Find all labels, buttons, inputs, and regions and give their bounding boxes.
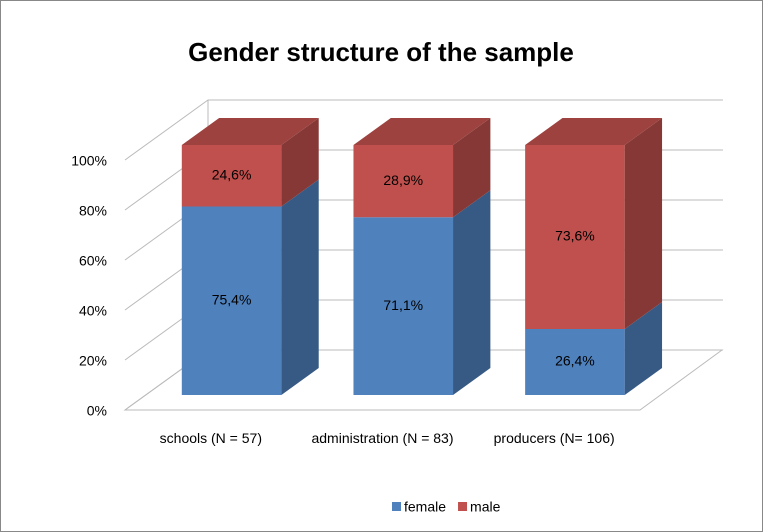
data-label: 24,6% — [212, 166, 252, 182]
bar-front — [353, 145, 454, 218]
bar-side — [624, 118, 663, 329]
bar-segment — [353, 190, 491, 395]
data-label: 71,1% — [383, 297, 423, 313]
bar-segment — [181, 179, 319, 395]
bar-top — [353, 118, 491, 145]
x-tick-label: producers (N= 106) — [493, 430, 615, 446]
x-tick-label-text: schools (N = 57) — [159, 430, 262, 446]
y-tick-label: 0% — [87, 403, 107, 419]
bar-side — [281, 118, 319, 207]
bar-front — [353, 217, 454, 395]
bar-segment — [525, 118, 663, 329]
data-label: 28,9% — [383, 172, 423, 188]
bar-segment — [525, 302, 663, 395]
x-tick-label-text: producers (N= 106) — [493, 430, 615, 446]
data-label: 73,6% — [555, 228, 595, 244]
bar-segment — [181, 118, 319, 207]
bar-front — [181, 206, 282, 395]
y-tick-label: 100% — [71, 153, 107, 169]
bar-top — [181, 118, 319, 145]
bar-side — [453, 190, 491, 395]
bar-top — [525, 118, 663, 145]
bar-segment — [353, 118, 491, 218]
y-tick-label: 80% — [79, 203, 107, 219]
grid-line — [124, 99, 723, 161]
legend-swatch — [392, 502, 401, 511]
legend-label: male — [470, 499, 501, 515]
bar-side — [281, 179, 319, 395]
data-label: 75,4% — [212, 291, 252, 307]
x-tick-label-text: administration (N = 83) — [311, 430, 454, 446]
data-label: 26,4% — [555, 353, 595, 369]
x-tick-label: schools (N = 57) — [159, 430, 262, 446]
bar-side — [624, 302, 663, 395]
legend-swatch — [458, 502, 468, 511]
chart-title: Gender structure of the sample — [188, 37, 574, 67]
y-tick-label: 40% — [79, 303, 107, 319]
bar-side — [453, 118, 491, 218]
bar-front — [525, 145, 625, 329]
y-tick-label: 20% — [79, 353, 107, 369]
y-tick-label: 60% — [79, 253, 107, 269]
bar-front — [181, 145, 282, 207]
legend-label: female — [404, 499, 446, 515]
bar-front — [525, 329, 625, 395]
x-tick-label: administration (N = 83) — [311, 430, 454, 446]
